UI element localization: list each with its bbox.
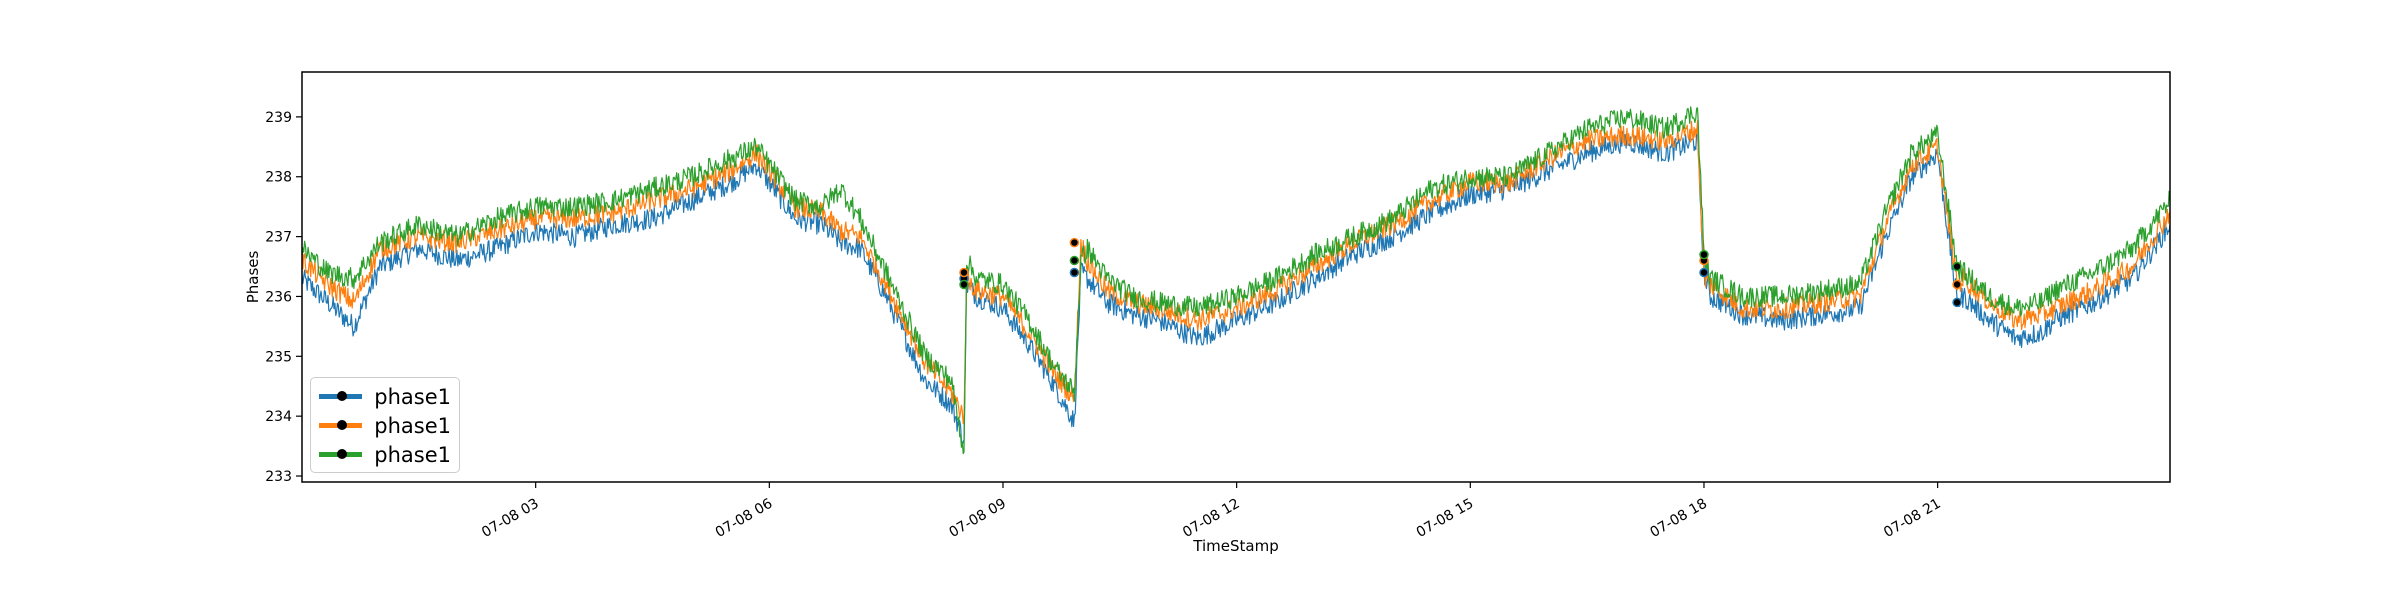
legend-swatch-green [319, 449, 363, 459]
y-tick-label: 237 [265, 230, 292, 246]
event-marker [1699, 249, 1709, 260]
legend-entry: phase1 [319, 440, 451, 469]
x-axis-label: TimeStamp [1192, 537, 1278, 555]
y-tick-label: 233 [265, 469, 292, 485]
legend-label: phase1 [374, 413, 451, 438]
event-marker [1069, 255, 1080, 266]
event-marker [959, 279, 969, 290]
event-marker [1952, 261, 1962, 272]
plot-area-frame [301, 71, 2171, 483]
event-marker [959, 267, 969, 278]
legend-swatch-orange [319, 420, 363, 430]
event-marker [1699, 267, 1709, 278]
y-tick-label: 236 [265, 289, 292, 305]
series-line-3 [302, 106, 2170, 455]
y-tick-label: 238 [265, 170, 292, 186]
series-line-1 [302, 130, 2170, 446]
event-marker [1952, 279, 1962, 290]
legend-label: phase1 [374, 384, 451, 409]
y-axis-label: Phases [244, 251, 262, 304]
series-line-2 [302, 119, 2170, 425]
legend-swatch-blue [319, 391, 363, 401]
legend-label: phase1 [374, 442, 451, 467]
y-tick-label: 239 [265, 110, 292, 126]
chart-legend: phase1 phase1 phase1 [310, 377, 460, 473]
y-tick-label: 234 [265, 409, 292, 425]
y-tick-label: 235 [265, 349, 292, 365]
event-marker [1952, 297, 1962, 308]
event-marker [1069, 267, 1080, 278]
legend-entry: phase1 [319, 382, 451, 411]
event-marker [1069, 237, 1080, 248]
legend-entry: phase1 [319, 411, 451, 440]
